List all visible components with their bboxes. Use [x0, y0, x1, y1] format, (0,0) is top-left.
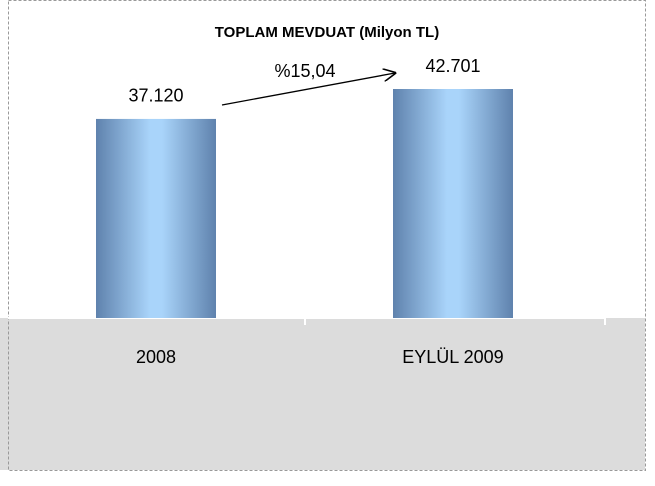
chart-border [8, 0, 646, 471]
bar [393, 89, 513, 318]
x-tick-label: EYLÜL 2009 [402, 347, 503, 367]
value-label: 42.701 [425, 56, 480, 76]
x-tick-label: 2008 [136, 347, 176, 367]
value-label: 37.120 [128, 86, 183, 106]
category-area [0, 318, 645, 470]
annotation: %15,04 [274, 61, 335, 81]
growth-arrow [221, 73, 395, 106]
chart-title: TOPLAM MEVDUAT (Milyon TL) [215, 24, 439, 41]
bar [96, 118, 216, 318]
